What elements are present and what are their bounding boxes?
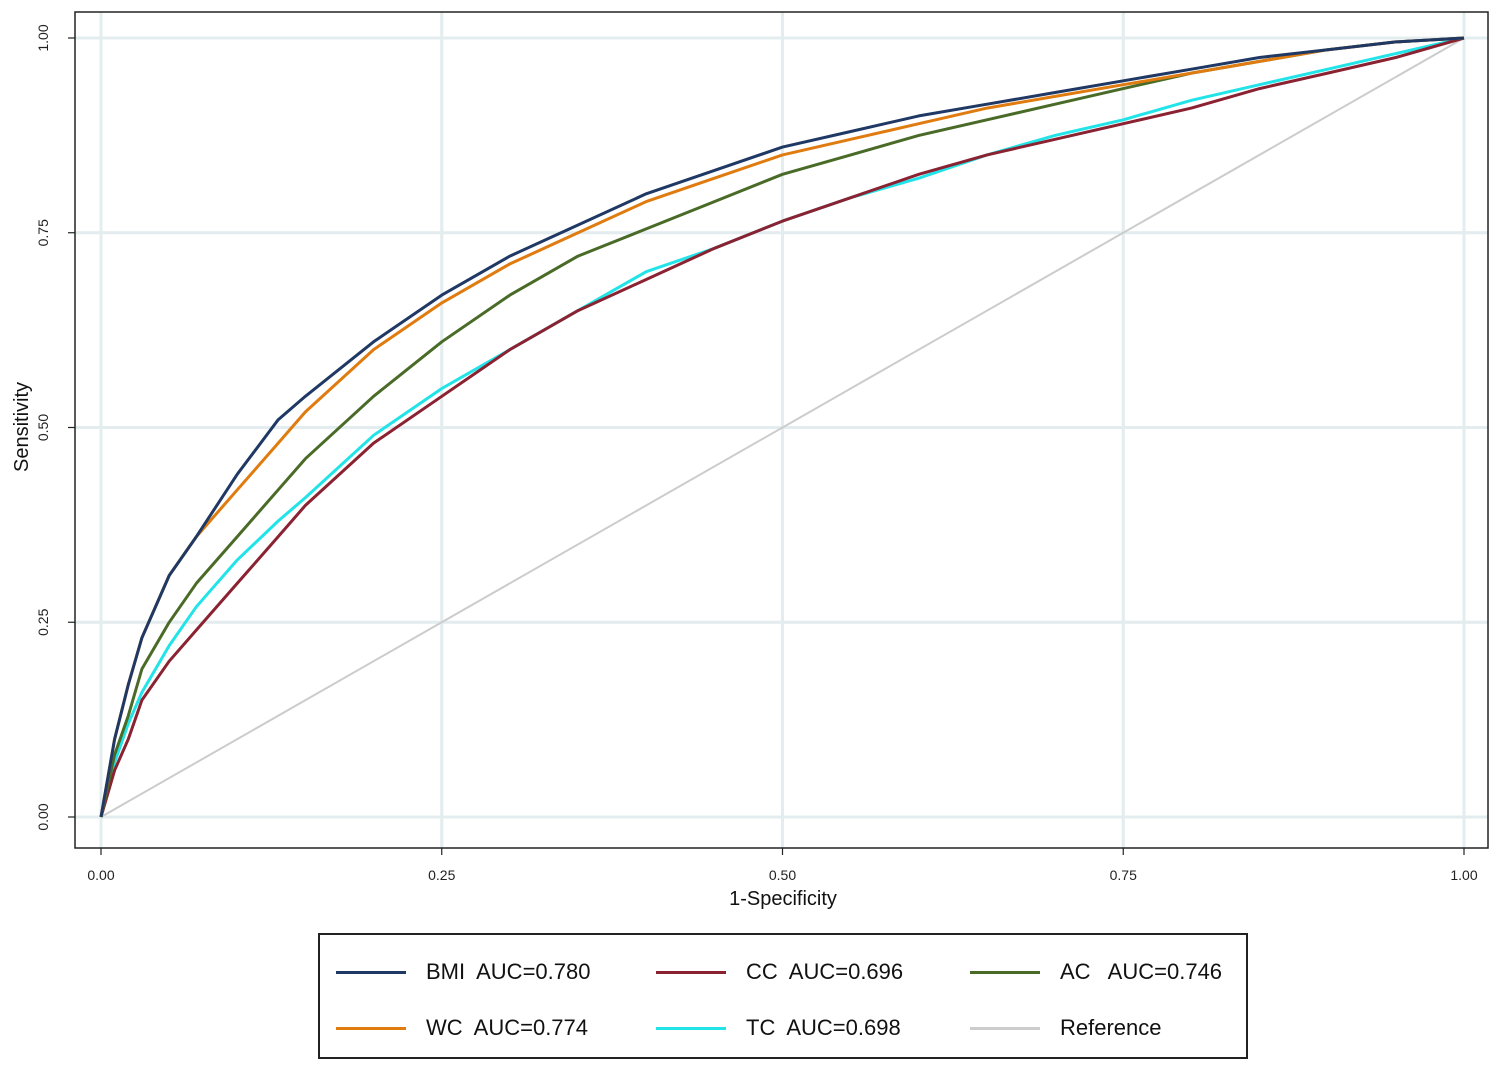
- x-tick-label: 0.00: [87, 867, 114, 883]
- legend-label: TC AUC=0.698: [746, 1015, 901, 1040]
- legend-swatch: [656, 970, 726, 974]
- y-tick-label: 0.25: [35, 608, 51, 635]
- legend-label: AC AUC=0.746: [1060, 959, 1223, 984]
- legend-item: WC AUC=0.774: [336, 1013, 588, 1043]
- roc-chart: 0.00 0.25 0.50 0.75 1.00 0.00 0.25 0.50 0.75 1.00…: [11, 11, 1489, 910]
- legend-label: Reference: [1060, 1015, 1162, 1040]
- y-axis-title: Sensitivity: [11, 382, 33, 472]
- series-line-cc: [99, 36, 1465, 818]
- ticks: 0.00 0.25 0.50 0.75 1.00 0.00 0.25 0.50 0.75 1.00: [35, 24, 1478, 883]
- x-tick-label: 0.75: [1110, 867, 1137, 883]
- plot-frame: [74, 11, 1489, 849]
- legend-label: BMI AUC=0.780: [426, 959, 591, 984]
- y-tick-label: 0.00: [35, 803, 51, 830]
- legend-item: AC AUC=0.746: [970, 957, 1222, 987]
- y-tick-label: 1.00: [35, 24, 51, 51]
- legend-swatch: [656, 1026, 726, 1030]
- series-line-reference: [100, 37, 1465, 818]
- x-tick-label: 0.25: [428, 867, 455, 883]
- series-layer: [99, 36, 1465, 818]
- series-line-tc: [99, 36, 1465, 818]
- y-tick-label: 0.75: [35, 219, 51, 246]
- legend-swatch: [336, 1026, 406, 1030]
- legend-item: BMI AUC=0.780: [336, 957, 590, 987]
- legend-swatch: [336, 970, 406, 974]
- x-tick-label: 1.00: [1450, 867, 1477, 883]
- x-tick-label: 0.50: [769, 867, 796, 883]
- grid-lines: [75, 12, 1488, 848]
- legend-swatch: [970, 1026, 1040, 1030]
- legend-label: CC AUC=0.696: [746, 959, 904, 984]
- legend-item: TC AUC=0.698: [656, 1013, 901, 1043]
- series-line-bmi: [99, 36, 1465, 818]
- legend-item: CC AUC=0.696: [656, 957, 903, 987]
- legend-label: WC AUC=0.774: [426, 1015, 589, 1040]
- legend: BMI AUC=0.780 CC AUC=0.696 AC AUC=0.746 WC …: [318, 933, 1248, 1059]
- legend-swatch: [970, 970, 1040, 974]
- axes: [74, 11, 1489, 849]
- y-tick-label: 0.50: [35, 414, 51, 441]
- legend-item: Reference: [970, 1013, 1162, 1043]
- x-axis-title: 1-Specificity: [729, 888, 837, 910]
